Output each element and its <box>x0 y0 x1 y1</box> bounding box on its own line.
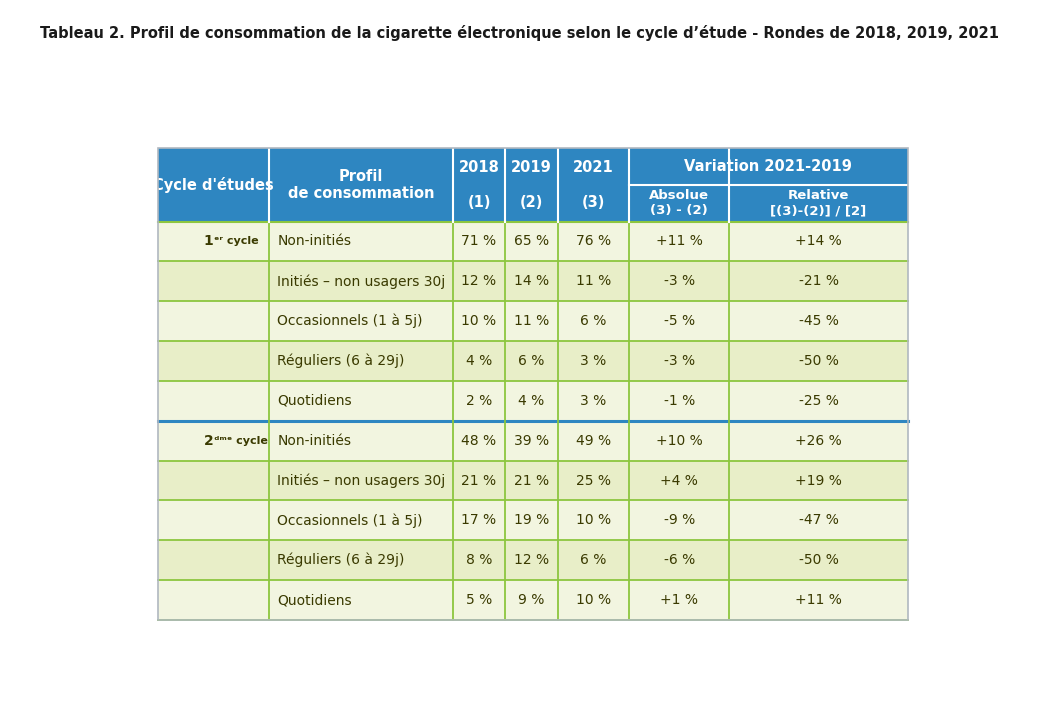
Text: Occasionnels (1 à 5j): Occasionnels (1 à 5j) <box>278 513 422 528</box>
Text: 12 %: 12 % <box>514 553 549 567</box>
Text: 21 %: 21 % <box>514 473 549 488</box>
Text: +10 %: +10 % <box>656 434 703 448</box>
Text: -50 %: -50 % <box>799 553 838 567</box>
Text: 14 %: 14 % <box>514 274 549 288</box>
Text: 3 %: 3 % <box>580 354 606 368</box>
Text: 49 %: 49 % <box>576 434 610 448</box>
Text: +14 %: +14 % <box>796 234 842 248</box>
Text: Quotidiens: Quotidiens <box>278 394 352 408</box>
Text: 6 %: 6 % <box>580 314 606 328</box>
Bar <box>158 540 908 580</box>
Text: 4 %: 4 % <box>466 354 492 368</box>
Text: Réguliers (6 à 29j): Réguliers (6 à 29j) <box>278 553 405 567</box>
Text: Réguliers (6 à 29j): Réguliers (6 à 29j) <box>278 354 405 368</box>
Text: 39 %: 39 % <box>514 434 549 448</box>
Text: -25 %: -25 % <box>799 394 838 408</box>
Text: 1: 1 <box>204 234 213 248</box>
Text: Tableau 2. Profil de consommation de la cigarette électronique selon le cycle d’: Tableau 2. Profil de consommation de la … <box>41 25 999 41</box>
Text: ᵈᵐᵉ cycle: ᵈᵐᵉ cycle <box>213 436 267 446</box>
Text: 17 %: 17 % <box>462 513 496 528</box>
Text: 2018

(1): 2018 (1) <box>459 160 499 210</box>
Text: 10 %: 10 % <box>462 314 496 328</box>
Text: 6 %: 6 % <box>580 553 606 567</box>
Text: 11 %: 11 % <box>514 314 549 328</box>
Text: Variation 2021-2019: Variation 2021-2019 <box>684 159 853 174</box>
Text: 8 %: 8 % <box>466 553 492 567</box>
Text: -5 %: -5 % <box>664 314 695 328</box>
Text: 3 %: 3 % <box>580 394 606 408</box>
Text: Cycle d'études: Cycle d'études <box>153 177 275 193</box>
Bar <box>158 221 908 261</box>
Text: 25 %: 25 % <box>576 473 610 488</box>
Text: Profil
de consommation: Profil de consommation <box>288 169 435 201</box>
Text: +19 %: +19 % <box>796 473 842 488</box>
Text: 21 %: 21 % <box>462 473 496 488</box>
Text: Initiés – non usagers 30j: Initiés – non usagers 30j <box>278 274 445 288</box>
Text: 10 %: 10 % <box>576 593 610 607</box>
Text: +11 %: +11 % <box>796 593 842 607</box>
Text: -1 %: -1 % <box>664 394 695 408</box>
Text: -50 %: -50 % <box>799 354 838 368</box>
Text: 71 %: 71 % <box>462 234 496 248</box>
Bar <box>158 261 908 301</box>
Bar <box>158 149 908 620</box>
Bar <box>158 381 908 421</box>
Bar <box>158 149 908 221</box>
Text: -3 %: -3 % <box>664 354 695 368</box>
Text: 6 %: 6 % <box>518 354 545 368</box>
Text: Non-initiés: Non-initiés <box>278 234 352 248</box>
Text: 11 %: 11 % <box>576 274 610 288</box>
Text: +11 %: +11 % <box>656 234 703 248</box>
Text: -21 %: -21 % <box>799 274 838 288</box>
Text: -45 %: -45 % <box>799 314 838 328</box>
Text: 12 %: 12 % <box>462 274 496 288</box>
Text: 19 %: 19 % <box>514 513 549 528</box>
Text: 76 %: 76 % <box>576 234 610 248</box>
Text: 48 %: 48 % <box>462 434 496 448</box>
Text: 2019

(2): 2019 (2) <box>511 160 552 210</box>
Text: -3 %: -3 % <box>664 274 695 288</box>
Text: +1 %: +1 % <box>660 593 698 607</box>
Text: +4 %: +4 % <box>660 473 698 488</box>
Bar <box>158 341 908 381</box>
Bar <box>158 301 908 341</box>
Text: +26 %: +26 % <box>796 434 842 448</box>
Text: Non-initiés: Non-initiés <box>278 434 352 448</box>
Bar <box>158 421 908 461</box>
Bar <box>158 461 908 501</box>
Text: -9 %: -9 % <box>664 513 695 528</box>
Bar <box>158 580 908 620</box>
Text: Relative
[(3)-(2)] / [2]: Relative [(3)-(2)] / [2] <box>771 189 866 217</box>
Text: 2021

(3): 2021 (3) <box>573 160 614 210</box>
Text: Initiés – non usagers 30j: Initiés – non usagers 30j <box>278 473 445 488</box>
Bar <box>158 501 908 540</box>
Text: Occasionnels (1 à 5j): Occasionnels (1 à 5j) <box>278 314 422 328</box>
Text: 10 %: 10 % <box>576 513 610 528</box>
Text: 5 %: 5 % <box>466 593 492 607</box>
Text: 2 %: 2 % <box>466 394 492 408</box>
Text: Absolue
(3) - (2): Absolue (3) - (2) <box>649 189 709 217</box>
Text: 2: 2 <box>204 434 213 448</box>
Text: -47 %: -47 % <box>799 513 838 528</box>
Text: Quotidiens: Quotidiens <box>278 593 352 607</box>
Text: 4 %: 4 % <box>518 394 545 408</box>
Text: ᵉʳ cycle: ᵉʳ cycle <box>213 236 258 246</box>
Text: 9 %: 9 % <box>518 593 545 607</box>
Text: -6 %: -6 % <box>664 553 695 567</box>
Text: 65 %: 65 % <box>514 234 549 248</box>
